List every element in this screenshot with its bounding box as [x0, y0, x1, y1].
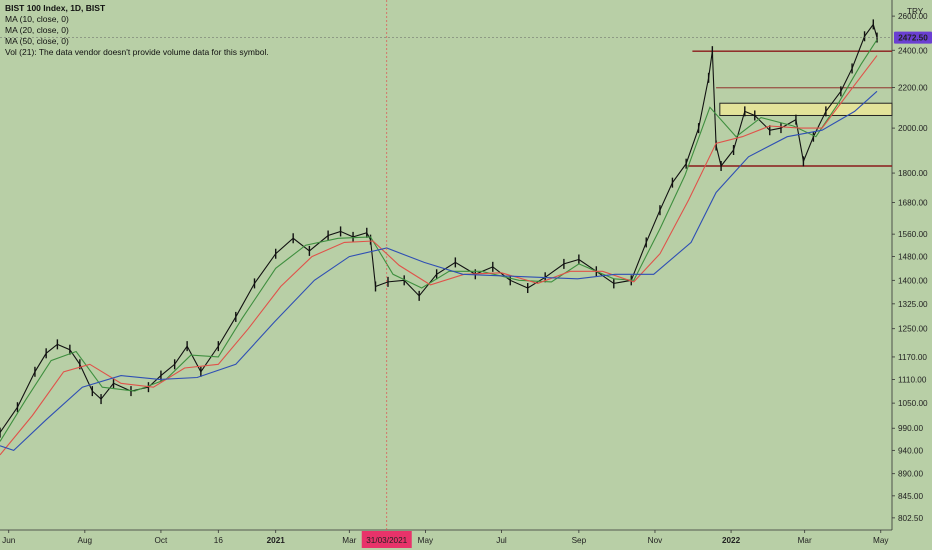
x-tick-label: May [418, 536, 434, 545]
y-tick-label: 1110.00 [898, 375, 927, 384]
price-series-line [0, 23, 878, 433]
x-tick-label: May [873, 536, 889, 545]
x-tick-label: Nov [648, 536, 663, 545]
x-tick-label: Mar [798, 536, 812, 545]
y-tick-label: 1170.00 [898, 353, 927, 362]
y-tick-label: 802.50 [898, 514, 923, 523]
series-line-ma10 [0, 39, 878, 442]
series-line-ma20 [0, 55, 878, 456]
y-tick-label: 2400.00 [898, 46, 928, 55]
y-tick-label: 1480.00 [898, 253, 928, 262]
y-tick-label: 2200.00 [898, 83, 928, 92]
y-tick-label: 990.00 [898, 424, 923, 433]
last-price-badge[interactable] [894, 31, 932, 44]
crosshair-date-label: 31/03/2021 [366, 536, 407, 545]
crosshair-date-badge[interactable] [361, 531, 412, 548]
y-tick-label: 890.00 [898, 470, 923, 479]
x-tick-label: Sep [572, 536, 587, 545]
y-tick-label: 1800.00 [898, 169, 928, 178]
legend-ma10[interactable]: MA (10, close, 0) [5, 14, 69, 24]
x-tick-label: 2022 [722, 536, 741, 545]
x-tick-label: 2021 [267, 536, 286, 545]
legend-volume[interactable]: Vol (21): The data vendor doesn't provid… [5, 47, 269, 57]
x-tick-label: Mar [342, 536, 356, 545]
x-tick-label: Jun [2, 536, 16, 545]
legend-ma50[interactable]: MA (50, close, 0) [5, 36, 69, 46]
y-tick-label: 1680.00 [898, 199, 928, 208]
legend-ma20[interactable]: MA (20, close, 0) [5, 25, 69, 35]
y-tick-label: 1250.00 [898, 325, 928, 334]
y-tick-label: 2000.00 [898, 124, 928, 133]
x-tick-label: Oct [155, 536, 168, 545]
y-tick-label: 940.00 [898, 446, 923, 455]
series-line-ma50 [0, 90, 878, 452]
legend-title[interactable]: BIST 100 Index, 1D, BIST [5, 3, 106, 13]
legend: BIST 100 Index, 1D, BIST MA (10, close, … [5, 3, 269, 58]
y-tick-label: 1050.00 [898, 399, 928, 408]
y-tick-label: 1400.00 [898, 276, 928, 285]
resistance-zone[interactable] [719, 102, 893, 116]
y-tick-label: 845.00 [898, 492, 923, 501]
x-tick-label: Jul [496, 536, 507, 545]
x-tick-label: Aug [78, 536, 93, 545]
x-tick-label: 16 [214, 536, 224, 545]
y-tick-label: 1560.00 [898, 230, 928, 239]
y-tick-label: 2600.00 [898, 12, 928, 21]
currency-label[interactable]: TRY [907, 7, 924, 16]
last-price-label: 2472.50 [898, 34, 928, 43]
y-tick-label: 1325.00 [898, 300, 928, 309]
